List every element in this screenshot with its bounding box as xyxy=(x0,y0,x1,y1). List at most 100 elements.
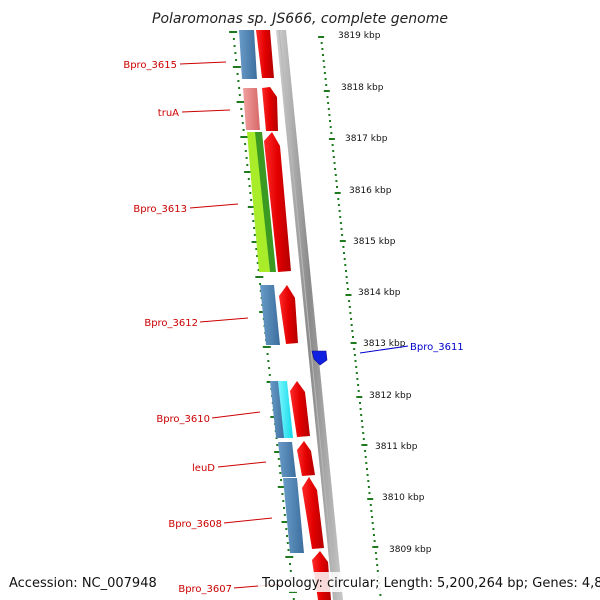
gc-dot xyxy=(253,234,256,236)
gc-dot xyxy=(248,185,251,187)
gc-dot xyxy=(334,192,341,194)
gc-dot xyxy=(368,492,371,494)
gc-dot xyxy=(282,500,285,502)
gc-dot xyxy=(329,120,331,122)
gc-dot xyxy=(345,276,348,278)
cog-block-blue xyxy=(278,442,296,477)
gc-dot xyxy=(373,534,375,536)
gc-dot xyxy=(236,73,239,75)
gene-label: Bpro_3611 xyxy=(410,342,464,353)
cog-block-green-light xyxy=(247,132,270,272)
cog-block-blue xyxy=(239,30,257,79)
gc-dot xyxy=(360,420,363,422)
gc-dot xyxy=(257,269,260,271)
gene-label: leuD xyxy=(192,463,215,474)
gc-dot xyxy=(244,171,253,173)
leader-line xyxy=(211,411,261,419)
gc-dot xyxy=(281,493,284,495)
gc-dot xyxy=(322,54,324,56)
gc-dot xyxy=(332,156,335,158)
gc-dot xyxy=(361,426,364,428)
gc-dot xyxy=(322,60,325,62)
gc-dot xyxy=(359,402,361,404)
gc-dot xyxy=(285,556,294,558)
ruler-tick-label: 3813 kbp xyxy=(363,339,406,349)
gc-dot xyxy=(356,378,359,380)
map-title: Polaromonas sp. JS666, complete genome xyxy=(152,11,448,27)
gene-label: Bpro_3608 xyxy=(168,519,222,530)
topology-text: Topology: circular; Length: 5,200,264 bp… xyxy=(261,576,600,591)
gene-label: Bpro_3613 xyxy=(133,204,187,215)
gc-dot xyxy=(334,174,337,176)
ruler-tick-label: 3814 kbp xyxy=(358,288,401,298)
gc-dot xyxy=(371,516,374,518)
gc-dot xyxy=(339,216,342,218)
gc-dot xyxy=(339,222,342,224)
accession-text: Accession: NC_007948 xyxy=(9,576,157,591)
gc-dot xyxy=(372,546,379,548)
ruler-tick-label: 3818 kbp xyxy=(341,83,384,93)
gene-label: Bpro_3610 xyxy=(156,414,210,425)
gc-dot xyxy=(281,521,290,523)
gc-dot xyxy=(355,366,358,368)
gc-dot xyxy=(323,66,326,68)
reverse-feature-marker xyxy=(311,350,328,366)
cog-block-blue xyxy=(270,381,285,438)
gc-dot xyxy=(247,206,256,208)
gc-dot xyxy=(350,318,353,320)
gc-dot xyxy=(365,462,368,464)
gc-dot xyxy=(256,255,259,257)
cds-arrow xyxy=(290,381,310,437)
gc-dot xyxy=(267,360,270,362)
ruler-tick-label: 3817 kbp xyxy=(345,134,388,144)
gc-dot xyxy=(367,480,370,482)
gc-dot xyxy=(286,535,288,537)
gc-dot xyxy=(255,248,258,250)
gc-dot xyxy=(337,204,340,206)
gc-dot xyxy=(346,282,349,284)
gene-label: Bpro_3607 xyxy=(178,584,232,595)
cog-track xyxy=(239,30,304,553)
gc-dot xyxy=(357,384,360,386)
gc-dot xyxy=(245,157,248,159)
gc-dot xyxy=(361,444,368,446)
gc-dot xyxy=(247,178,250,180)
gc-dot xyxy=(256,262,259,264)
gc-dot xyxy=(357,390,360,392)
gc-dot xyxy=(376,564,379,566)
cds-arrow xyxy=(279,285,298,344)
gc-dot xyxy=(345,270,347,272)
gc-dot xyxy=(268,374,271,376)
gc-dot xyxy=(236,101,245,103)
gc-dot xyxy=(337,198,340,200)
gc-dot xyxy=(244,143,247,145)
gc-dot xyxy=(359,408,362,410)
gc-dot xyxy=(372,528,375,530)
gc-dot xyxy=(344,264,347,266)
gc-dot xyxy=(325,84,328,86)
gc-dot xyxy=(266,353,269,355)
gc-dot xyxy=(233,45,236,47)
gc-dot xyxy=(348,300,351,302)
gc-dot xyxy=(320,42,323,44)
gc-dot xyxy=(373,540,376,542)
gc-dot xyxy=(334,168,337,170)
gc-dot xyxy=(251,241,260,243)
cds-arrow xyxy=(256,30,274,78)
gc-dot xyxy=(238,94,241,96)
gene-label: Bpro_3615 xyxy=(123,60,177,71)
cog-block-cyan xyxy=(278,381,293,438)
gc-dot xyxy=(328,138,335,140)
gc-dot xyxy=(238,87,241,89)
forward-cds-track xyxy=(256,30,331,600)
gene-label: Bpro_3612 xyxy=(144,318,198,329)
gc-dot xyxy=(336,186,338,188)
gc-dot xyxy=(283,514,286,516)
gc-dot xyxy=(367,486,370,488)
ruler-tick-label: 3819 kbp xyxy=(338,31,381,41)
gc-dot xyxy=(375,558,378,560)
gc-dot xyxy=(340,228,343,230)
leader-line xyxy=(181,109,231,113)
gc-dot xyxy=(232,66,241,68)
ruler-tick-label: 3809 kbp xyxy=(389,545,432,555)
